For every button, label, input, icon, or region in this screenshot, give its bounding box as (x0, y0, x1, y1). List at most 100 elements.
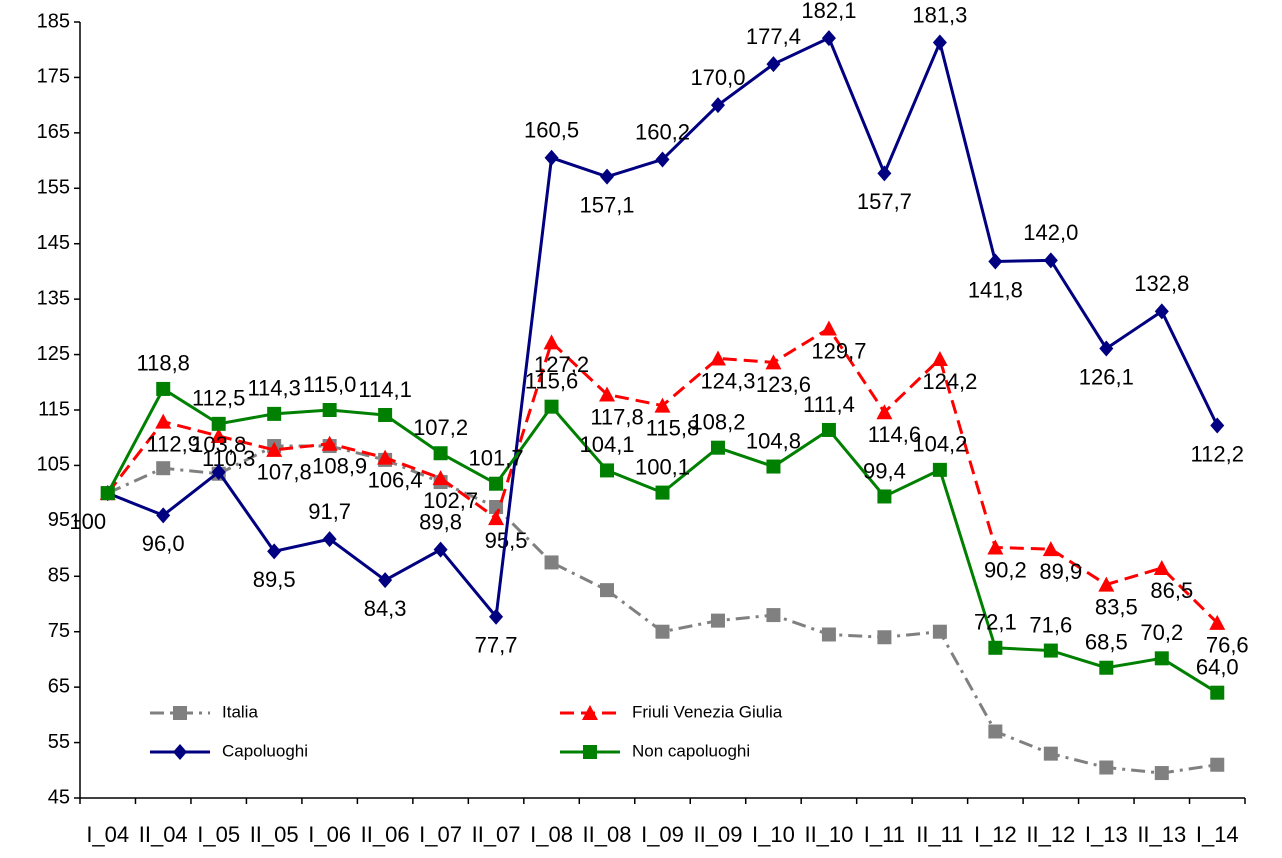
y-tick-label: 105 (37, 454, 70, 476)
data-point (766, 608, 781, 623)
data-point (544, 149, 559, 166)
data-label: 117,8 (590, 404, 643, 429)
data-label: 91,7 (308, 499, 351, 524)
data-point (100, 486, 115, 501)
data-label: 70,2 (1140, 620, 1183, 645)
data-point (1098, 576, 1115, 592)
data-point (765, 354, 782, 370)
data-label: 160,5 (524, 118, 579, 143)
x-tick-label: II_10 (804, 822, 853, 847)
x-tick-label: I_11 (864, 822, 905, 847)
data-label: 103,8 (191, 432, 246, 457)
y-tick-label: 185 (37, 10, 70, 32)
x-tick-label: II_05 (250, 822, 299, 847)
x-tick-label: II_09 (694, 822, 743, 847)
data-point (600, 463, 615, 478)
data-point (655, 151, 670, 168)
data-point (988, 640, 1003, 655)
data-label: 181,3 (912, 2, 967, 27)
x-tick-label: I_08 (530, 822, 573, 847)
data-point (266, 441, 283, 457)
y-tick-label: 135 (37, 287, 70, 309)
x-tick-label: I_10 (752, 822, 795, 847)
data-point (544, 399, 559, 414)
data-label: 123,6 (756, 372, 811, 397)
x-tick-label: II_12 (1026, 822, 1075, 847)
legend-label: Capoluoghi (222, 741, 308, 760)
data-label: 129,7 (811, 338, 866, 363)
data-label: 108,2 (690, 410, 745, 435)
x-tick-label: II_13 (1137, 822, 1186, 847)
data-label: 83,5 (1095, 594, 1138, 619)
data-label: 114,3 (247, 376, 300, 401)
data-point (1099, 340, 1114, 357)
data-point (821, 422, 836, 437)
data-point (988, 253, 1003, 270)
data-label: 107,8 (257, 460, 312, 485)
data-label: 104,1 (579, 432, 634, 457)
data-label: 157,1 (579, 192, 634, 217)
data-point (710, 440, 725, 455)
data-point (489, 608, 504, 625)
x-tick-label: II_08 (583, 822, 632, 847)
data-point (710, 97, 725, 114)
y-tick-label: 45 (48, 786, 70, 808)
data-point (156, 507, 171, 524)
data-point (210, 428, 227, 444)
data-label: 132,8 (1134, 271, 1189, 296)
data-point (1154, 766, 1169, 781)
data-label: 114,1 (358, 377, 411, 402)
x-tick-label: I_12 (974, 822, 1017, 847)
data-label: 77,7 (475, 633, 518, 658)
data-point (1209, 614, 1226, 630)
y-tick-label: 75 (48, 620, 70, 642)
data-label: 115,6 (525, 368, 578, 393)
data-point (433, 446, 448, 461)
legend-label: Non capoluoghi (632, 741, 750, 760)
data-point (1099, 660, 1114, 675)
data-point (932, 462, 947, 477)
data-label: 160,2 (635, 119, 690, 144)
data-label: 142,0 (1023, 220, 1078, 245)
data-point (877, 630, 892, 645)
legend-label: Italia (222, 702, 258, 721)
x-tick-label: I_09 (641, 822, 684, 847)
data-point (766, 56, 781, 73)
data-label: 89,8 (419, 509, 462, 534)
y-tick-label: 65 (48, 675, 70, 697)
data-point (1042, 541, 1059, 557)
data-point (821, 30, 836, 47)
data-label: 115,8 (646, 415, 699, 440)
data-point (156, 461, 171, 476)
y-tick-label: 165 (37, 121, 70, 143)
x-tick-label: I_06 (308, 822, 351, 847)
data-label: 157,7 (857, 189, 912, 214)
data-point (321, 435, 338, 451)
legend-marker (173, 706, 187, 720)
data-point (821, 627, 836, 642)
data-label: 89,9 (1039, 559, 1082, 584)
data-label: 170,0 (690, 65, 745, 90)
data-point (211, 416, 226, 431)
data-point (267, 406, 282, 421)
data-label: 101,7 (469, 446, 524, 471)
data-label: 86,5 (1150, 578, 1193, 603)
data-label: 104,8 (746, 428, 801, 453)
data-label: 100 (69, 509, 106, 534)
data-label: 177,4 (746, 24, 801, 49)
y-tick-label: 155 (37, 177, 70, 199)
data-label: 115,0 (303, 372, 356, 397)
y-tick-label: 115 (38, 398, 70, 420)
data-point (1099, 760, 1114, 775)
data-point (987, 539, 1004, 555)
data-point (1210, 685, 1225, 700)
data-point (655, 624, 670, 639)
x-tick-label: I_04 (86, 822, 129, 847)
data-label: 112,9 (147, 431, 200, 456)
data-point (543, 334, 560, 350)
x-tick-label: I_07 (419, 822, 462, 847)
legend-marker (173, 744, 187, 760)
data-label: 72,1 (974, 610, 1017, 635)
data-point (155, 413, 172, 429)
